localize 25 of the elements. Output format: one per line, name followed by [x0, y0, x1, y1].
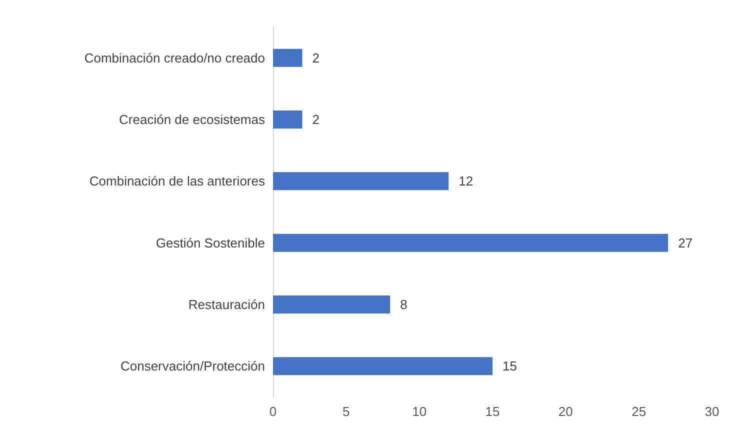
x-tick-label: 0 — [269, 404, 277, 419]
x-tick-label: 5 — [342, 404, 350, 419]
x-tick-label: 10 — [412, 404, 427, 419]
bar — [273, 296, 390, 314]
y-tick-label: Creación de ecosistemas — [119, 112, 266, 127]
y-tick-label: Gestión Sostenible — [156, 235, 265, 250]
bar — [273, 48, 302, 67]
bar — [273, 234, 668, 252]
data-label: 15 — [502, 358, 517, 374]
y-tick-label: Combinación creado/no creado — [84, 50, 265, 66]
x-tick-label: 15 — [485, 404, 500, 419]
y-tick-label: Conservación/Protección — [120, 358, 265, 374]
y-tick-label: Combinación de las anteriores — [89, 174, 266, 189]
data-label: 2 — [312, 50, 320, 66]
data-label: 8 — [400, 297, 408, 312]
bar — [273, 357, 492, 376]
x-tick-label: 20 — [558, 404, 573, 419]
x-tick-label: 30 — [704, 404, 720, 419]
data-label: 12 — [458, 174, 474, 189]
bar — [273, 172, 449, 190]
y-tick-label: Restauración — [188, 297, 265, 312]
bar — [273, 110, 302, 128]
data-label: 27 — [678, 235, 693, 250]
x-tick-label: 25 — [632, 404, 646, 419]
data-label: 2 — [312, 112, 320, 127]
